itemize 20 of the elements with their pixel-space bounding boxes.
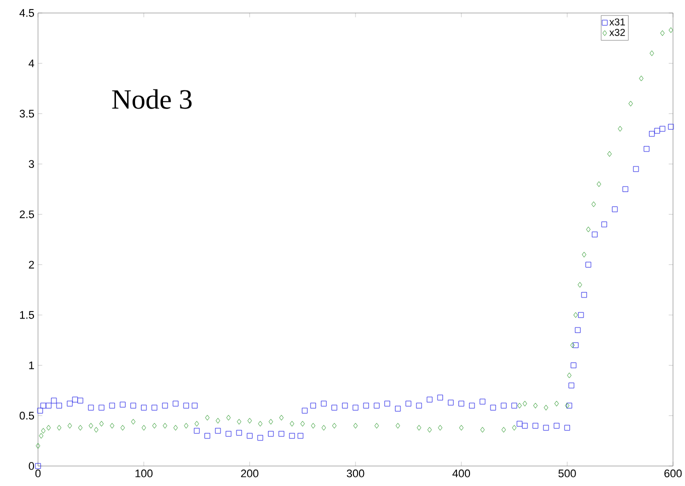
y-tick-label: 2 (28, 260, 34, 268)
y-tick-label: 0.5 (20, 412, 34, 420)
x-tick-label: 500 (558, 470, 576, 478)
x-tick-label: 400 (452, 470, 470, 478)
x-tick-label: 300 (346, 470, 364, 478)
y-tick-label: 0 (28, 462, 34, 470)
y-tick-label: 2.5 (20, 210, 34, 218)
annotation: Node 3 (112, 89, 192, 109)
x-tick-label: 0 (35, 470, 41, 478)
y-tick-label: 4.5 (19, 9, 34, 17)
legend-label: x31 (609, 18, 625, 26)
y-tick-label: 3 (28, 160, 34, 168)
x-tick-label: 200 (241, 470, 258, 478)
x-tick-label: 600 (664, 470, 682, 478)
legend-label: x32 (609, 28, 625, 36)
y-tick-label: 1 (29, 362, 34, 370)
y-tick-label: 3.5 (20, 110, 34, 118)
y-tick-label: 1.5 (20, 311, 34, 319)
y-tick-label: 4 (28, 60, 34, 68)
x-tick-label: 100 (136, 470, 153, 478)
